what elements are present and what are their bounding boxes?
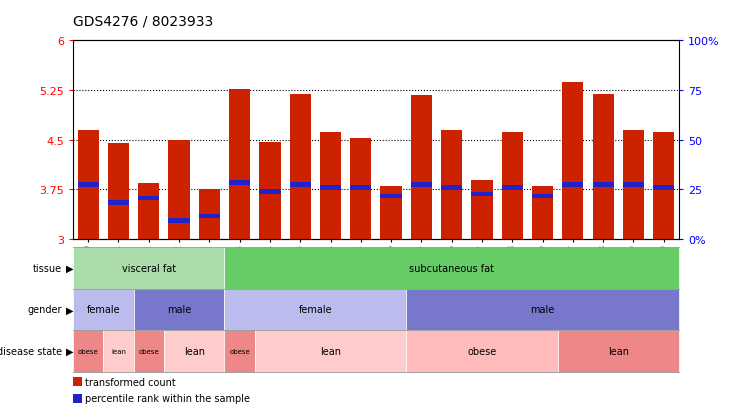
- Bar: [77, 131, 99, 240]
- Bar: [138, 196, 159, 201]
- Bar: [350, 186, 372, 190]
- Bar: [532, 194, 553, 199]
- Bar: [108, 144, 129, 240]
- Text: obese: obese: [139, 348, 159, 354]
- Bar: [199, 214, 220, 219]
- Bar: [138, 183, 159, 240]
- Bar: [380, 194, 402, 199]
- Bar: [350, 138, 372, 240]
- Text: lean: lean: [184, 346, 204, 356]
- Bar: [380, 187, 402, 240]
- Bar: [562, 183, 583, 188]
- Text: ▶: ▶: [66, 305, 73, 315]
- Text: male: male: [167, 305, 191, 315]
- Text: ▶: ▶: [66, 346, 73, 356]
- Bar: [320, 133, 341, 240]
- Text: visceral fat: visceral fat: [122, 263, 176, 273]
- Bar: [623, 183, 644, 188]
- Bar: [108, 201, 129, 206]
- Text: ▶: ▶: [66, 263, 73, 273]
- Bar: [593, 183, 614, 188]
- Bar: [441, 186, 462, 190]
- Text: lean: lean: [608, 346, 629, 356]
- Bar: [411, 183, 432, 188]
- Bar: [320, 186, 341, 190]
- Bar: [562, 83, 583, 240]
- Text: female: female: [86, 305, 120, 315]
- Bar: [259, 190, 280, 194]
- Bar: [653, 133, 675, 240]
- Text: female: female: [299, 305, 332, 315]
- Bar: [169, 140, 190, 240]
- Bar: [472, 180, 493, 240]
- Bar: [532, 187, 553, 240]
- Bar: [169, 219, 190, 223]
- Text: lean: lean: [111, 348, 126, 354]
- Text: percentile rank within the sample: percentile rank within the sample: [85, 393, 250, 403]
- Bar: [411, 95, 432, 240]
- Bar: [199, 190, 220, 240]
- Text: gender: gender: [28, 305, 62, 315]
- Text: lean: lean: [320, 346, 341, 356]
- Bar: [290, 95, 311, 240]
- Text: male: male: [531, 305, 555, 315]
- Text: obese: obese: [229, 348, 250, 354]
- Bar: [593, 95, 614, 240]
- Bar: [472, 192, 493, 197]
- Bar: [623, 131, 644, 240]
- Text: GDS4276 / 8023933: GDS4276 / 8023933: [73, 15, 213, 29]
- Bar: [290, 183, 311, 188]
- Bar: [259, 142, 280, 240]
- Bar: [77, 183, 99, 188]
- Bar: [441, 131, 462, 240]
- Bar: [229, 181, 250, 186]
- Text: disease state: disease state: [0, 346, 62, 356]
- Text: subcutaneous fat: subcutaneous fat: [410, 263, 494, 273]
- Bar: [502, 186, 523, 190]
- Text: obese: obese: [467, 346, 496, 356]
- Bar: [653, 186, 675, 190]
- Bar: [502, 133, 523, 240]
- Text: tissue: tissue: [33, 263, 62, 273]
- Text: obese: obese: [78, 348, 99, 354]
- Text: transformed count: transformed count: [85, 377, 176, 387]
- Bar: [229, 90, 250, 240]
